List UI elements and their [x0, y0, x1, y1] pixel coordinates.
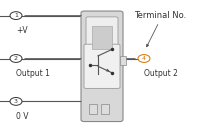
- Text: Output 1: Output 1: [16, 69, 50, 78]
- Circle shape: [10, 12, 22, 20]
- Circle shape: [10, 98, 22, 105]
- Bar: [120, 56, 126, 65]
- Text: +V: +V: [16, 26, 28, 35]
- Bar: [92, 26, 112, 49]
- FancyBboxPatch shape: [84, 44, 120, 88]
- Text: Output 2: Output 2: [144, 69, 178, 78]
- Bar: [89, 104, 97, 114]
- Circle shape: [10, 55, 22, 62]
- FancyBboxPatch shape: [81, 11, 123, 122]
- Circle shape: [138, 55, 150, 62]
- Text: 2: 2: [14, 56, 18, 61]
- FancyBboxPatch shape: [86, 17, 118, 56]
- Bar: [101, 104, 109, 114]
- Text: 4: 4: [142, 56, 146, 61]
- Text: 1: 1: [14, 13, 18, 18]
- Text: Terminal No.: Terminal No.: [134, 11, 186, 20]
- Text: 3: 3: [14, 99, 18, 104]
- Text: 0 V: 0 V: [16, 112, 29, 121]
